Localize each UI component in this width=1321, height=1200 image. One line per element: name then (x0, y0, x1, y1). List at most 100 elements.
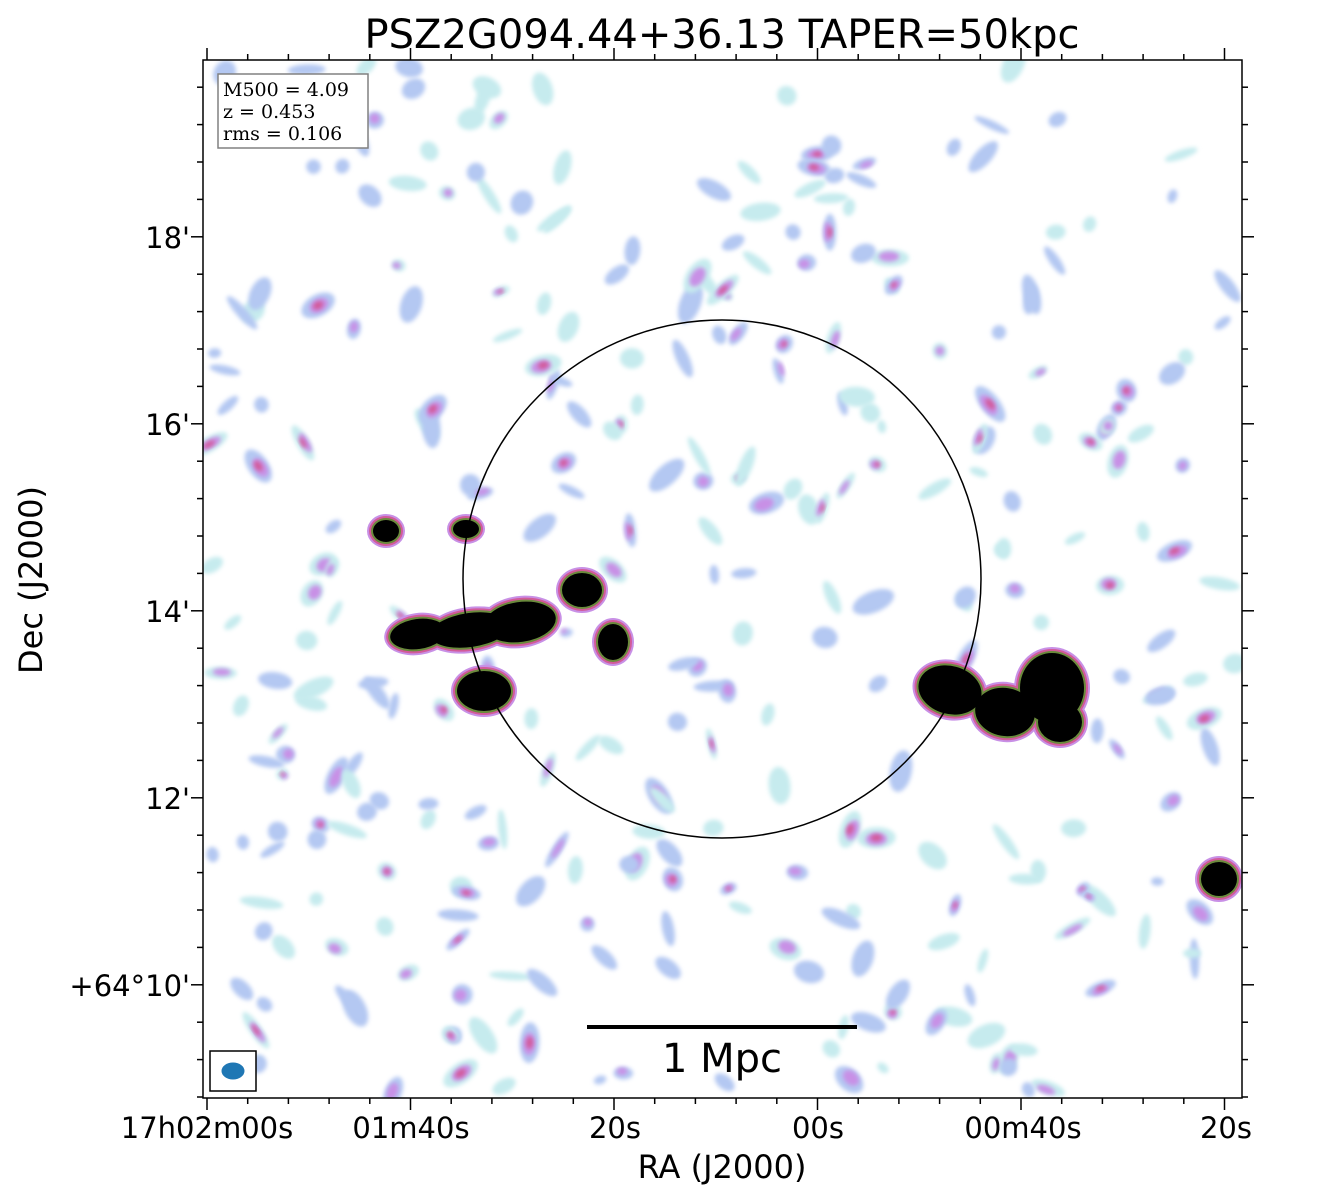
emission-blob (383, 868, 390, 875)
emission-blob (993, 543, 1008, 558)
x-tick-label: 00m40s (964, 1111, 1081, 1145)
emission-blob (1127, 424, 1154, 443)
emission-blob (256, 996, 273, 1012)
emission-blob (312, 301, 324, 310)
emission-blob (457, 107, 485, 131)
emission-blob (326, 563, 335, 576)
emission-blob (991, 325, 1007, 340)
x-tick-label: 20s (589, 1111, 641, 1145)
emission-blob (604, 264, 630, 285)
emission-blob (616, 1067, 628, 1076)
emission-blob (543, 205, 572, 234)
emission-blob (328, 943, 342, 954)
emission-blob (669, 875, 677, 883)
emission-blob (230, 977, 254, 1001)
emission-blob (777, 85, 797, 106)
emission-blob (296, 630, 318, 651)
emission-blob (839, 480, 850, 495)
emission-blob (1214, 270, 1241, 303)
emission-blob (761, 703, 775, 726)
emission-blob (999, 1058, 1018, 1077)
emission-layer (203, 60, 1242, 1098)
emission-blob (793, 960, 825, 984)
emission-blob (742, 251, 772, 275)
emission-blob (852, 589, 894, 615)
emission-blob (1082, 884, 1116, 917)
emission-blob (628, 525, 633, 536)
emission-blob (537, 361, 549, 370)
emission-blob (985, 398, 995, 410)
r500-aperture-circle (462, 319, 982, 839)
emission-blob (813, 193, 849, 204)
emission-blob (842, 1070, 860, 1086)
emission-blob (1033, 614, 1049, 631)
emission-blob (730, 327, 742, 341)
emission-blob (1081, 886, 1086, 892)
emission-blob (1151, 877, 1164, 886)
emission-blob (466, 162, 486, 182)
emission-blob (327, 600, 343, 626)
info-redshift: z = 0.453 (223, 101, 315, 123)
emission-blob (816, 499, 825, 517)
emission-blob (232, 695, 249, 717)
emission-blob (357, 802, 377, 821)
emission-blob (1062, 924, 1083, 937)
emission-blob (812, 626, 838, 649)
info-box-frame (217, 73, 369, 149)
emission-blob (624, 236, 641, 266)
emission-blob (559, 459, 568, 467)
emission-blob (1064, 532, 1086, 545)
emission-blob (254, 922, 273, 941)
emission-blob (918, 841, 947, 870)
emission-blob (1122, 387, 1130, 395)
emission-blob (974, 428, 983, 446)
emission-blob (838, 386, 875, 407)
emission-blob (672, 339, 693, 378)
emission-blob (1167, 189, 1178, 204)
emission-blob (851, 243, 876, 264)
emission-blob (619, 348, 644, 369)
emission-blob (272, 727, 284, 739)
emission-blob (687, 436, 711, 475)
y-tick-label: 12' (145, 782, 190, 816)
emission-blob (1000, 60, 1026, 83)
emission-blob (974, 116, 1010, 134)
emission-blob (428, 404, 438, 414)
x-tick-labels: 17h02m00s 01m40s 20s 00s 00m40s 20s (121, 1111, 1252, 1145)
emission-blob (306, 159, 321, 174)
emission-blob (725, 886, 731, 891)
emission-blob (697, 476, 709, 487)
emission-blob (740, 202, 781, 222)
emission-blob (1105, 581, 1115, 589)
emission-blob (619, 421, 624, 428)
emission-blob (567, 856, 583, 884)
emission-blob (307, 829, 327, 850)
emission-blob (728, 901, 752, 914)
emission-blob (400, 969, 412, 979)
emission-blob (667, 712, 687, 732)
emission-blob (821, 135, 842, 156)
emission-blob (455, 1068, 466, 1078)
emission-blob (526, 968, 558, 997)
emission-blob (420, 141, 439, 161)
emission-blob (619, 855, 640, 874)
emission-blob (677, 282, 703, 324)
chart-title: PSZ2G094.44+36.13 TAPER=50kpc (365, 12, 1080, 58)
emission-blob (484, 601, 556, 643)
emission-blob (476, 176, 502, 214)
emission-blob (468, 1017, 498, 1054)
emission-blob (489, 971, 532, 981)
emission-blob (1045, 224, 1066, 240)
emission-blob (768, 766, 791, 805)
emission-blob (1136, 521, 1150, 542)
emission-blob (754, 497, 774, 512)
emission-blob (737, 160, 761, 184)
emission-blob (696, 178, 732, 201)
emission-blob (1003, 491, 1021, 512)
x-tick-label: 01m40s (352, 1111, 469, 1145)
emission-blob (968, 141, 999, 173)
emission-blob (1159, 362, 1186, 385)
emission-blob (224, 615, 242, 630)
emission-blob (1036, 1084, 1056, 1095)
emission-blob (1103, 421, 1113, 431)
